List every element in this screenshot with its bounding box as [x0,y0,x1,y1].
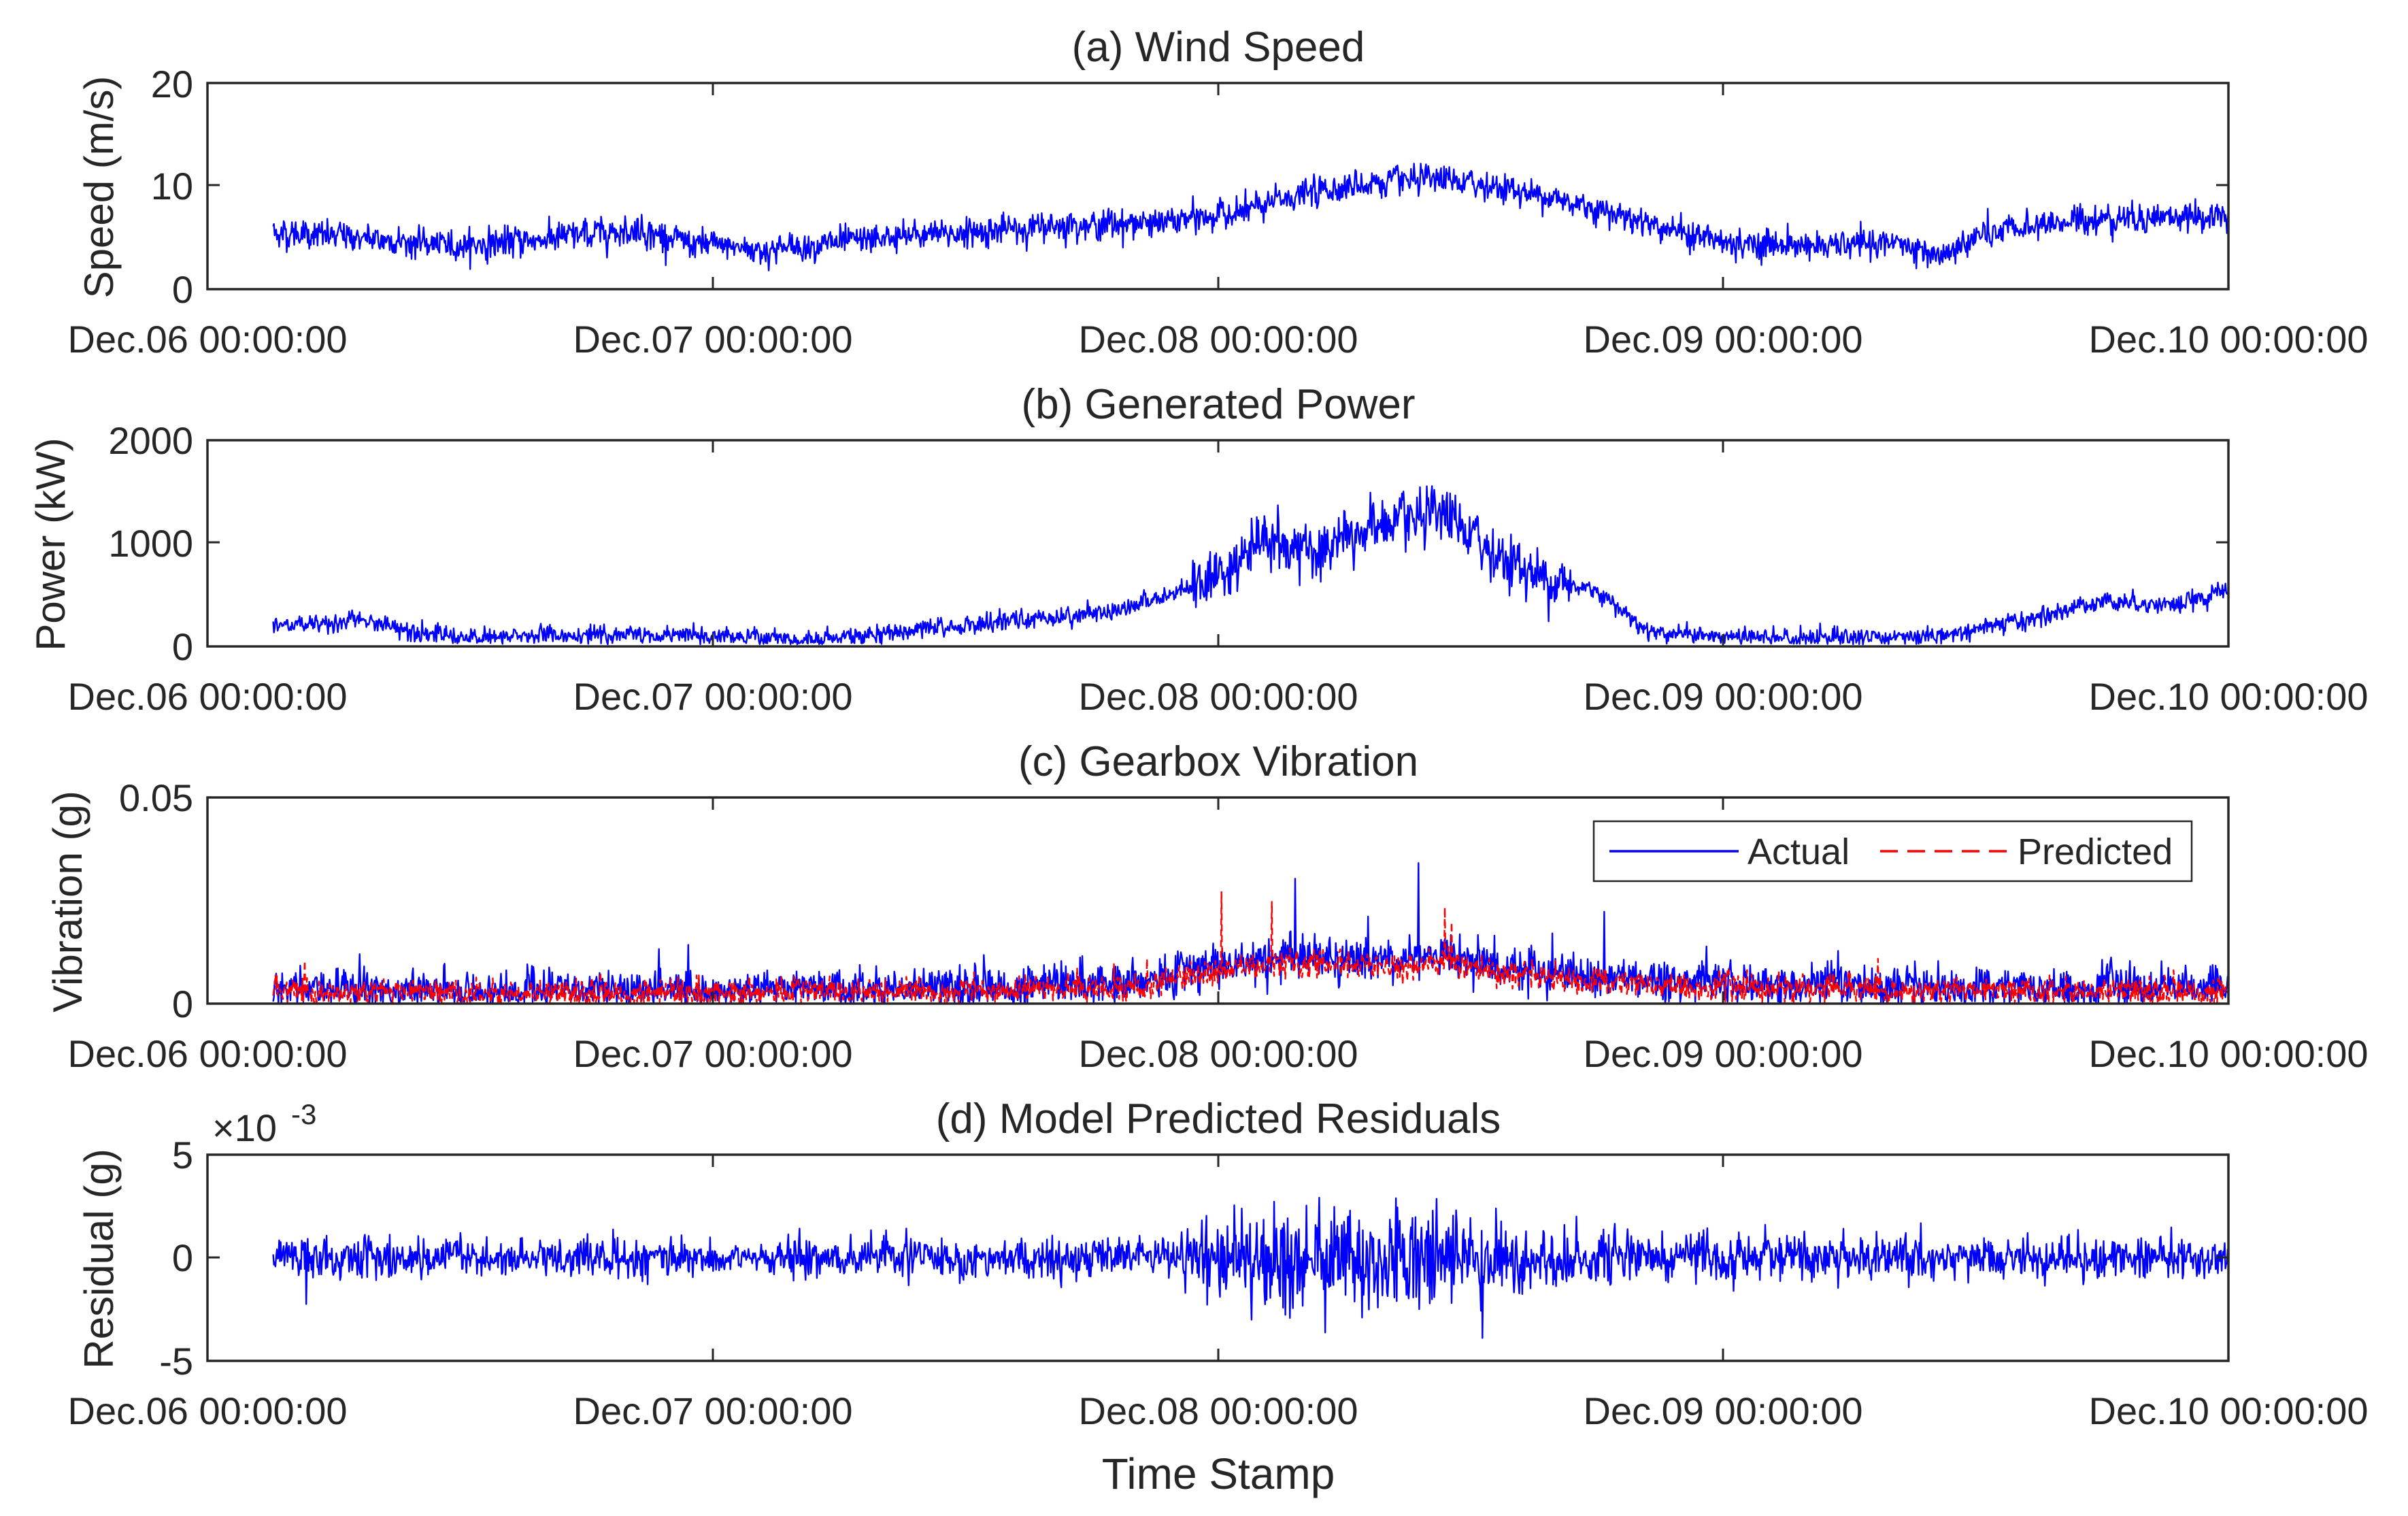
panel-b-xtick-3: Dec.09 00:00:00 [1584,675,1863,718]
panel-b-xticks: Dec.06 00:00:00 Dec.07 00:00:00 Dec.08 0… [68,675,2369,718]
panel-a-xticks: Dec.06 00:00:00 Dec.07 00:00:00 Dec.08 0… [68,318,2369,361]
panel-c-yticks: 0.05 0 [119,776,193,1025]
panel-d-yticks: 5 0 -5 [159,1134,193,1383]
panel-b-ytick-1000: 1000 [108,522,193,565]
panel-b-axes-box [206,439,2230,648]
panel-c-xtick-0: Dec.06 00:00:00 [68,1032,348,1075]
panel-d: (d) Model Predicted Residuals ×10 -3 Res… [68,1095,2369,1432]
panel-b-xtick-0: Dec.06 00:00:00 [68,675,348,718]
panel-c-ytick-0: 0 [172,983,193,1025]
panel-b: (b) Generated Power Power (kW) 2000 1000… [28,381,2368,718]
panel-a-ytick-10: 10 [151,165,193,208]
x-axis-label: Time Stamp [1102,1449,1335,1498]
panel-a-xtick-2: Dec.08 00:00:00 [1079,318,1358,361]
panel-d-exponent: ×10 -3 [212,1098,316,1149]
panel-b-ytick-2000: 2000 [108,419,193,462]
panel-b-ylabel: Power (kW) [28,438,73,650]
panel-c-title: (c) Gearbox Vibration [1018,738,1418,785]
panel-c-ytick-005: 0.05 [119,776,193,819]
panel-d-title: (d) Model Predicted Residuals [936,1095,1501,1142]
panel-c-series-predicted [272,891,2230,1005]
panel-c-legend: Actual Predicted [1592,820,2193,883]
panel-d-exponent-power: -3 [291,1098,316,1130]
panel-d-xtick-1: Dec.07 00:00:00 [573,1389,853,1432]
panel-c-ylabel: Vibration (g) [45,791,90,1012]
panel-a-ytick-0: 0 [172,268,193,311]
panel-d-ytick-5: 5 [172,1134,193,1176]
legend-predicted-label: Predicted [2018,831,2173,872]
panel-b-xtick-4: Dec.10 00:00:00 [2089,675,2369,718]
panel-a-ytick-20: 20 [151,63,193,105]
panel-b-yticks: 2000 1000 0 [108,419,193,668]
panel-d-ytick-neg5: -5 [159,1340,193,1383]
panel-a-title: (a) Wind Speed [1072,24,1365,71]
panel-d-xtick-0: Dec.06 00:00:00 [68,1389,348,1432]
panel-b-xtick-2: Dec.08 00:00:00 [1079,675,1358,718]
panel-a-yticks: 20 10 0 [151,63,193,311]
panel-d-xticks: Dec.06 00:00:00 Dec.07 00:00:00 Dec.08 0… [68,1389,2369,1432]
panel-a-xtick-3: Dec.09 00:00:00 [1584,318,1863,361]
panel-c-xtick-2: Dec.08 00:00:00 [1079,1032,1358,1075]
panel-a-axes-box [206,82,2230,291]
panel-b-ytick-0: 0 [172,625,193,668]
panel-d-ylabel: Residual (g) [76,1149,122,1368]
panel-a-xtick-1: Dec.07 00:00:00 [573,318,853,361]
legend-actual-label: Actual [1748,831,1850,872]
panel-d-series-actual [272,1197,2230,1339]
panel-a-xtick-4: Dec.10 00:00:00 [2089,318,2369,361]
panel-d-axes-box [206,1153,2230,1362]
panel-d-ytick-0: 0 [172,1236,193,1279]
panel-b-series-actual [272,485,2230,646]
panel-d-xtick-4: Dec.10 00:00:00 [2089,1389,2369,1432]
panel-c-xtick-3: Dec.09 00:00:00 [1584,1032,1863,1075]
panel-a-xtick-0: Dec.06 00:00:00 [68,318,348,361]
panel-c-xtick-1: Dec.07 00:00:00 [573,1032,853,1075]
panel-a-ylabel: Speed (m/s) [76,76,122,299]
panel-c: (c) Gearbox Vibration Vibration (g) 0.05… [45,738,2368,1075]
panel-b-title: (b) Generated Power [1022,381,1416,428]
panel-c-xtick-4: Dec.10 00:00:00 [2089,1032,2369,1075]
panel-d-exponent-base: ×10 [212,1106,277,1149]
panel-a: (a) Wind Speed Speed (m/s) 20 10 0 Dec.0… [68,24,2369,361]
panel-b-xtick-1: Dec.07 00:00:00 [573,675,853,718]
panel-d-xtick-2: Dec.08 00:00:00 [1079,1389,1358,1432]
panel-d-xtick-3: Dec.09 00:00:00 [1584,1389,1863,1432]
panel-c-xticks: Dec.06 00:00:00 Dec.07 00:00:00 Dec.08 0… [68,1032,2369,1075]
panel-a-series-actual [272,163,2230,271]
panel-c-axes-box [206,796,2230,1005]
